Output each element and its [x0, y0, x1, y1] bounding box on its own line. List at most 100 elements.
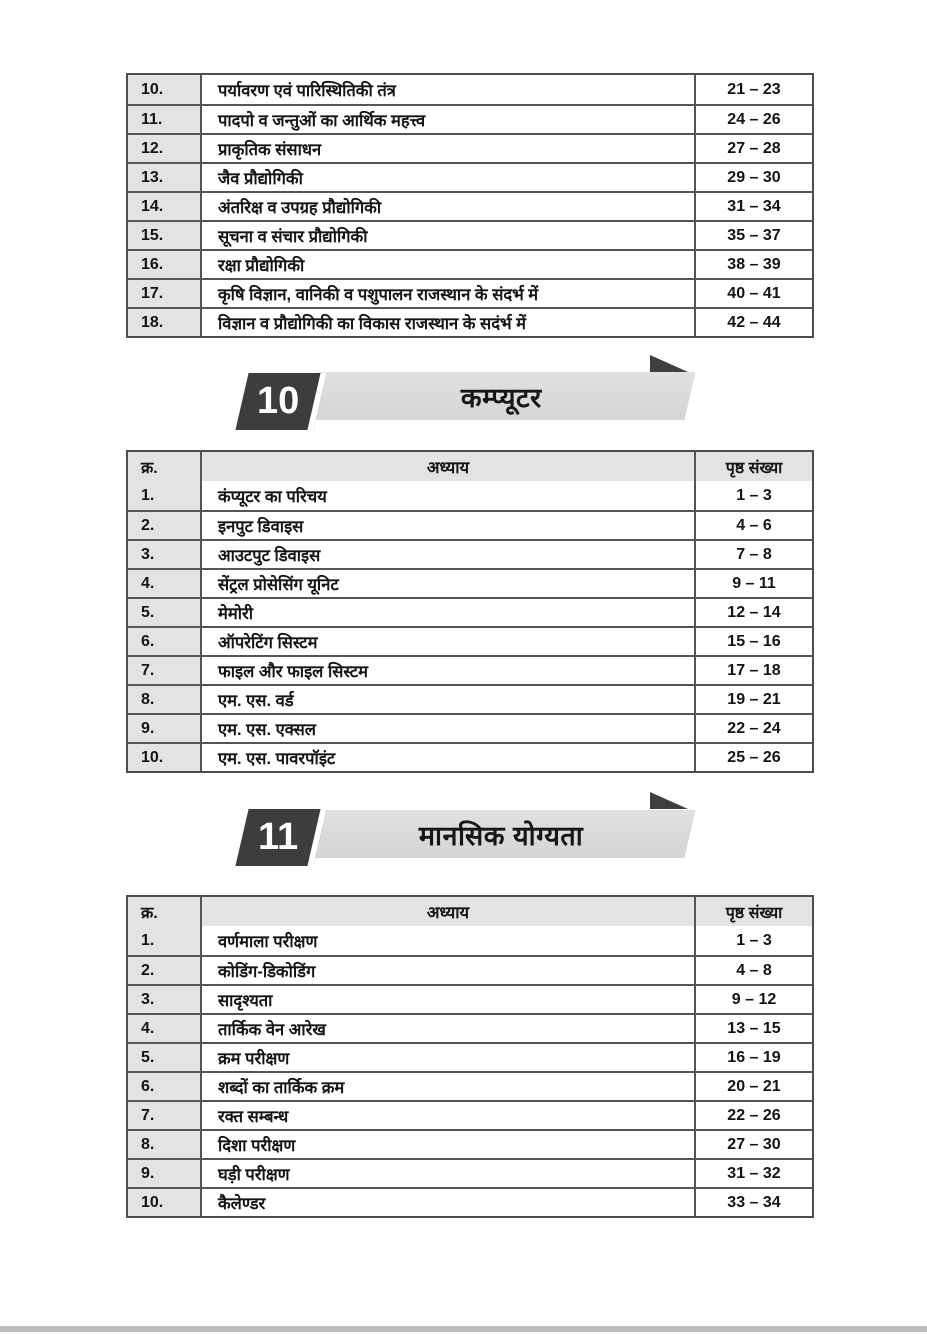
toc-row-number: 6. — [128, 628, 202, 655]
toc-row-chapter: कृषि विज्ञान, वानिकी व पशुपालन राजस्थान … — [202, 280, 696, 307]
toc-row-pages: 42 – 44 — [696, 309, 812, 336]
header-pages: पृष्ठ संख्या — [696, 452, 812, 481]
mental-ability-toc-table: क्र. अध्याय पृष्ठ संख्या 1. वर्णमाला परी… — [126, 895, 814, 1218]
toc-row-pages: 31 – 34 — [696, 193, 812, 220]
toc-row-pages: 27 – 30 — [696, 1131, 812, 1158]
toc-row-chapter: प्राकृतिक संसाधन — [202, 135, 696, 162]
toc-row: 10. पर्यावरण एवं पारिस्थितिकी तंत्र 21 –… — [128, 75, 812, 104]
toc-row-pages: 13 – 15 — [696, 1015, 812, 1042]
toc-row-number: 5. — [128, 599, 202, 626]
toc-row-pages: 21 – 23 — [696, 75, 812, 104]
toc-row-number: 3. — [128, 986, 202, 1013]
header-number: क्र. — [128, 452, 202, 481]
header-chapter: अध्याय — [202, 452, 696, 481]
toc-row-chapter: रक्षा प्रौद्योगिकी — [202, 251, 696, 278]
toc-row-pages: 24 – 26 — [696, 106, 812, 133]
toc-row: 3. आउटपुट डिवाइस 7 – 8 — [128, 539, 812, 568]
toc-row: 2. इनपुट डिवाइस 4 – 6 — [128, 510, 812, 539]
toc-row-chapter: घड़ी परीक्षण — [202, 1160, 696, 1187]
toc-row-chapter: तार्किक वेन आरेख — [202, 1015, 696, 1042]
toc-row-chapter: वर्णमाला परीक्षण — [202, 926, 696, 955]
toc-row-number: 8. — [128, 1131, 202, 1158]
toc-row-number: 18. — [128, 309, 202, 336]
toc-row-chapter: कंप्यूटर का परिचय — [202, 481, 696, 510]
section-title-ribbon: कम्प्यूटर — [306, 372, 696, 420]
toc-row: 9. एम. एस. एक्सल 22 – 24 — [128, 713, 812, 742]
toc-row: 10. एम. एस. पावरपॉइंट 25 – 26 — [128, 742, 812, 771]
toc-row-pages: 17 – 18 — [696, 657, 812, 684]
toc-row-pages: 22 – 24 — [696, 715, 812, 742]
section-number: 11 — [257, 816, 299, 858]
toc-row-number: 9. — [128, 715, 202, 742]
toc-row-pages: 4 – 6 — [696, 512, 812, 539]
toc-row: 4. सेंट्रल प्रोसेसिंग यूनिट 9 – 11 — [128, 568, 812, 597]
toc-row: 7. रक्त सम्बन्ध 22 – 26 — [128, 1100, 812, 1129]
toc-row-chapter: अंतरिक्ष व उपग्रह प्रौद्योगिकी — [202, 193, 696, 220]
toc-row-number: 10. — [128, 75, 202, 104]
toc-row-chapter: सादृश्यता — [202, 986, 696, 1013]
toc-row-pages: 33 – 34 — [696, 1189, 812, 1216]
toc-row: 5. मेमोरी 12 – 14 — [128, 597, 812, 626]
toc-row-pages: 7 – 8 — [696, 541, 812, 568]
toc-row-pages: 4 – 8 — [696, 957, 812, 984]
toc-row-number: 2. — [128, 957, 202, 984]
toc-row: 13. जैव प्रौद्योगिकी 29 – 30 — [128, 162, 812, 191]
toc-row-chapter: सेंट्रल प्रोसेसिंग यूनिट — [202, 570, 696, 597]
toc-row-number: 10. — [128, 1189, 202, 1216]
toc-row-pages: 22 – 26 — [696, 1102, 812, 1129]
toc-row-number: 15. — [128, 222, 202, 249]
toc-row-chapter: सूचना व संचार प्रौद्योगिकी — [202, 222, 696, 249]
toc-row-chapter: एम. एस. एक्सल — [202, 715, 696, 742]
toc-row-pages: 40 – 41 — [696, 280, 812, 307]
toc-header-row: क्र. अध्याय पृष्ठ संख्या — [128, 452, 812, 481]
toc-row: 7. फाइल और फाइल सिस्टम 17 – 18 — [128, 655, 812, 684]
section-number-badge: 10 — [235, 373, 327, 430]
toc-row: 9. घड़ी परीक्षण 31 – 32 — [128, 1158, 812, 1187]
toc-row-chapter: क्रम परीक्षण — [202, 1044, 696, 1071]
toc-row-number: 16. — [128, 251, 202, 278]
toc-row-chapter: मेमोरी — [202, 599, 696, 626]
toc-row-number: 5. — [128, 1044, 202, 1071]
toc-row-number: 4. — [128, 570, 202, 597]
toc-row-number: 10. — [128, 744, 202, 771]
toc-row-number: 2. — [128, 512, 202, 539]
toc-header-row: क्र. अध्याय पृष्ठ संख्या — [128, 897, 812, 926]
toc-row: 8. दिशा परीक्षण 27 – 30 — [128, 1129, 812, 1158]
toc-row-number: 3. — [128, 541, 202, 568]
page-bottom-edge — [0, 1326, 927, 1332]
header-chapter: अध्याय — [202, 897, 696, 926]
toc-row-number: 1. — [128, 481, 202, 510]
toc-row-number: 11. — [128, 106, 202, 133]
toc-row-pages: 29 – 30 — [696, 164, 812, 191]
toc-row-chapter: पर्यावरण एवं पारिस्थितिकी तंत्र — [202, 75, 696, 104]
toc-row-chapter: एम. एस. वर्ड — [202, 686, 696, 713]
toc-row: 16. रक्षा प्रौद्योगिकी 38 – 39 — [128, 249, 812, 278]
toc-row-number: 1. — [128, 926, 202, 955]
toc-row-number: 7. — [128, 1102, 202, 1129]
folded-corner-icon — [650, 792, 688, 809]
toc-row: 8. एम. एस. वर्ड 19 – 21 — [128, 684, 812, 713]
toc-row-number: 14. — [128, 193, 202, 220]
toc-row-number: 13. — [128, 164, 202, 191]
toc-row: 6. ऑपरेटिंग सिस्टम 15 – 16 — [128, 626, 812, 655]
toc-row-number: 12. — [128, 135, 202, 162]
toc-row-chapter: आउटपुट डिवाइस — [202, 541, 696, 568]
toc-row: 10. कैलेण्डर 33 – 34 — [128, 1187, 812, 1216]
toc-row-chapter: ऑपरेटिंग सिस्टम — [202, 628, 696, 655]
toc-row-number: 8. — [128, 686, 202, 713]
toc-row-pages: 35 – 37 — [696, 222, 812, 249]
toc-row-chapter: शब्दों का तार्किक क्रम — [202, 1073, 696, 1100]
toc-row-pages: 38 – 39 — [696, 251, 812, 278]
section-title: कम्प्यूटर — [460, 382, 542, 413]
toc-row-chapter: विज्ञान व प्रौद्योगिकी का विकास राजस्थान… — [202, 309, 696, 336]
toc-row-chapter: कैलेण्डर — [202, 1189, 696, 1216]
toc-row: 15. सूचना व संचार प्रौद्योगिकी 35 – 37 — [128, 220, 812, 249]
toc-row: 11. पादपो व जन्तुओं का आर्थिक महत्त्व 24… — [128, 104, 812, 133]
section-number-badge: 11 — [235, 809, 327, 866]
toc-row-number: 4. — [128, 1015, 202, 1042]
toc-row-pages: 27 – 28 — [696, 135, 812, 162]
toc-row-pages: 16 – 19 — [696, 1044, 812, 1071]
toc-row-number: 9. — [128, 1160, 202, 1187]
section-11-banner: मानसिक योग्यता 11 — [0, 792, 927, 872]
toc-row-chapter: कोडिंग-डिकोडिंग — [202, 957, 696, 984]
